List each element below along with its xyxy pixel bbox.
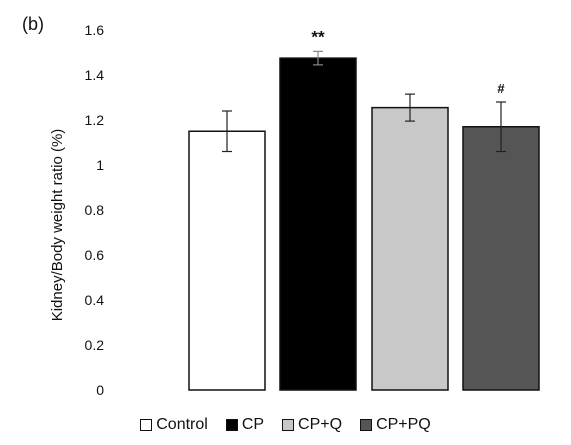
legend: Control CP CP+Q CP+PQ: [0, 416, 571, 434]
legend-swatch: [360, 419, 373, 431]
significance-marker: **: [311, 27, 325, 46]
bars: ** #: [188, 27, 540, 391]
y-tick-label: 1: [96, 157, 104, 173]
bar-cp-plus-pq: [462, 126, 540, 391]
legend-item: CP+PQ: [360, 416, 431, 434]
legend-swatch: [225, 419, 238, 431]
error-bar: [222, 110, 232, 153]
significance-marker: #: [497, 81, 505, 96]
y-tick-label: 0.2: [85, 337, 105, 353]
y-tick-label: 0.8: [85, 202, 105, 218]
bar-cp: [279, 57, 357, 391]
legend-label: CP: [241, 416, 265, 433]
bar-control: [188, 130, 266, 391]
panel-label: (b): [22, 14, 44, 34]
bar-cp-plus-q: [371, 106, 449, 391]
legend-item: CP: [225, 416, 265, 434]
legend-swatch: [140, 419, 153, 431]
bar-chart: 0 0.2 0.4 0.6 0.8 1 1.2 1.4 1.6 Kidney/Body weig…: [49, 22, 540, 398]
y-tick-label: 1.2: [85, 112, 105, 128]
error-bar: [313, 50, 323, 66]
y-axis-ticks: 0 0.2 0.4 0.6 0.8 1 1.2 1.4 1.6: [85, 22, 105, 398]
error-bar: [405, 93, 415, 122]
legend-label: CP+PQ: [376, 416, 431, 433]
y-tick-label: 0.4: [85, 292, 105, 308]
y-tick-label: 1.4: [85, 67, 105, 83]
y-axis-label: Kidney/Body weight ratio (%): [49, 129, 66, 322]
y-tick-label: 1.6: [85, 22, 105, 38]
legend-swatch: [282, 419, 295, 431]
legend-item: CP+Q: [282, 416, 342, 434]
legend-label: Control: [156, 416, 208, 433]
error-bar: [496, 101, 506, 153]
y-tick-label: 0: [96, 382, 104, 398]
legend-label: CP+Q: [298, 416, 343, 433]
legend-item: Control: [140, 416, 208, 434]
y-tick-label: 0.6: [85, 247, 105, 263]
